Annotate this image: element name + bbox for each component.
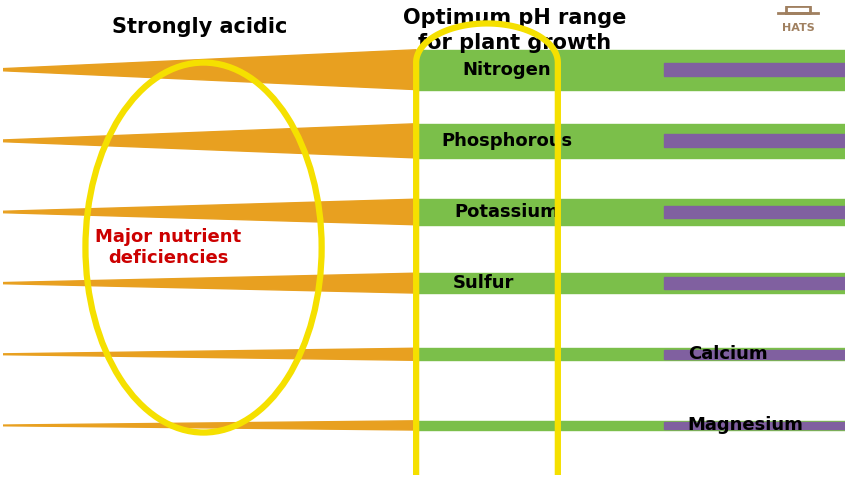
Bar xyxy=(416,50,845,89)
Polygon shape xyxy=(3,273,416,293)
Text: Sulfur: Sulfur xyxy=(452,274,514,292)
Text: HATS: HATS xyxy=(782,23,814,33)
Bar xyxy=(664,422,845,429)
Text: Magnesium: Magnesium xyxy=(688,416,804,435)
Bar xyxy=(416,421,845,430)
Bar xyxy=(416,199,845,225)
Bar xyxy=(416,124,845,158)
Polygon shape xyxy=(3,124,416,158)
Text: Strongly acidic: Strongly acidic xyxy=(112,17,287,37)
Polygon shape xyxy=(3,421,416,430)
Text: Phosphorous: Phosphorous xyxy=(441,132,572,150)
Bar xyxy=(664,134,845,147)
Bar xyxy=(664,349,845,359)
Polygon shape xyxy=(3,348,416,360)
Bar xyxy=(664,206,845,218)
Polygon shape xyxy=(3,50,416,89)
Text: Major nutrient
deficiencies: Major nutrient deficiencies xyxy=(95,228,241,267)
Bar xyxy=(416,273,845,293)
Bar xyxy=(664,277,845,289)
Bar xyxy=(416,348,845,360)
Text: Nitrogen: Nitrogen xyxy=(462,61,551,79)
Bar xyxy=(664,63,845,76)
Text: Optimum pH range
for plant growth: Optimum pH range for plant growth xyxy=(403,8,626,53)
Text: Potassium: Potassium xyxy=(455,203,559,221)
Text: Calcium: Calcium xyxy=(688,345,767,363)
Polygon shape xyxy=(3,199,416,225)
